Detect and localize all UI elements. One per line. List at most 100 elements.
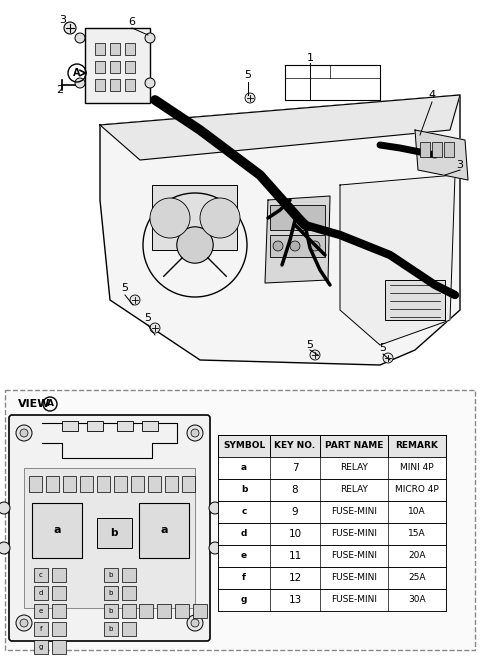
Text: f: f [242, 574, 246, 582]
Bar [5, 390, 475, 650]
Text: SYMBOL: SYMBOL [223, 442, 265, 451]
Text: 30A: 30A [408, 596, 426, 605]
Circle shape [16, 615, 32, 631]
Circle shape [177, 227, 213, 263]
Text: VIEW: VIEW [18, 399, 50, 409]
Text: 5: 5 [380, 343, 386, 353]
Circle shape [16, 425, 32, 441]
Text: 2: 2 [57, 85, 63, 95]
Bar [34, 568, 48, 582]
Text: 20A: 20A [408, 551, 426, 561]
Bar [218, 545, 446, 567]
Text: b: b [110, 528, 118, 538]
Polygon shape [340, 175, 455, 345]
Text: RELAY: RELAY [340, 463, 368, 473]
Bar [52, 640, 66, 654]
Bar [122, 622, 136, 636]
Bar [165, 476, 178, 492]
Text: PART NAME: PART NAME [325, 442, 383, 451]
Bar [157, 604, 171, 618]
Bar [62, 421, 78, 431]
Bar [110, 79, 120, 91]
Bar [104, 622, 118, 636]
Bar [218, 501, 446, 523]
Circle shape [310, 350, 320, 360]
Text: 3: 3 [60, 15, 67, 25]
Bar [34, 586, 48, 600]
Text: b: b [109, 590, 113, 596]
Bar [122, 586, 136, 600]
Text: d: d [241, 529, 247, 539]
Text: b: b [109, 626, 113, 632]
Circle shape [75, 33, 85, 43]
Circle shape [0, 502, 10, 514]
Bar [218, 523, 446, 545]
Text: g: g [39, 644, 43, 650]
Bar [95, 43, 105, 55]
Bar [110, 61, 120, 73]
Circle shape [150, 198, 190, 238]
Bar [85, 28, 150, 103]
Bar [193, 604, 207, 618]
Text: 5: 5 [244, 70, 252, 80]
Text: 8: 8 [292, 485, 298, 495]
Bar [125, 79, 135, 91]
Bar [34, 622, 48, 636]
Text: FUSE-MINI: FUSE-MINI [331, 508, 377, 516]
Bar [104, 568, 118, 582]
Text: RELAY: RELAY [340, 485, 368, 494]
Circle shape [209, 502, 221, 514]
Bar [270, 235, 325, 257]
Bar [52, 604, 66, 618]
Bar [125, 61, 135, 73]
Bar [97, 476, 110, 492]
Text: 6: 6 [129, 17, 135, 27]
Circle shape [145, 33, 155, 43]
Text: 3: 3 [456, 160, 464, 170]
Bar [97, 518, 132, 548]
Circle shape [75, 78, 85, 88]
Text: 25A: 25A [408, 574, 426, 582]
Circle shape [20, 619, 28, 627]
Circle shape [191, 619, 199, 627]
Bar [152, 185, 237, 250]
Bar [52, 568, 66, 582]
Bar [95, 79, 105, 91]
Polygon shape [100, 95, 460, 160]
Bar [52, 586, 66, 600]
Bar [182, 476, 195, 492]
Text: a: a [160, 525, 168, 535]
Text: 13: 13 [288, 595, 301, 605]
Bar [122, 604, 136, 618]
Bar [218, 457, 446, 479]
Text: A: A [47, 399, 53, 408]
Bar [139, 604, 153, 618]
Text: MINI 4P: MINI 4P [400, 463, 434, 473]
Bar [34, 604, 48, 618]
Bar [270, 205, 325, 230]
Bar [142, 421, 158, 431]
Bar [104, 604, 118, 618]
Text: MICRO 4P: MICRO 4P [395, 485, 439, 494]
Bar [110, 43, 120, 55]
Bar [148, 476, 161, 492]
Text: 10A: 10A [408, 508, 426, 516]
Text: FUSE-MINI: FUSE-MINI [331, 596, 377, 605]
Text: d: d [39, 590, 43, 596]
Text: 5: 5 [307, 340, 313, 350]
Circle shape [209, 542, 221, 554]
Circle shape [200, 198, 240, 238]
Circle shape [245, 93, 255, 103]
Circle shape [383, 353, 393, 363]
Text: KEY NO.: KEY NO. [275, 442, 315, 451]
Text: b: b [109, 608, 113, 614]
Bar [125, 43, 135, 55]
Text: 4: 4 [429, 90, 435, 100]
Bar [52, 622, 66, 636]
Text: FUSE-MINI: FUSE-MINI [331, 551, 377, 561]
Text: e: e [39, 608, 43, 614]
Text: b: b [109, 572, 113, 578]
Polygon shape [265, 196, 330, 283]
Bar [218, 567, 446, 589]
Circle shape [290, 241, 300, 251]
